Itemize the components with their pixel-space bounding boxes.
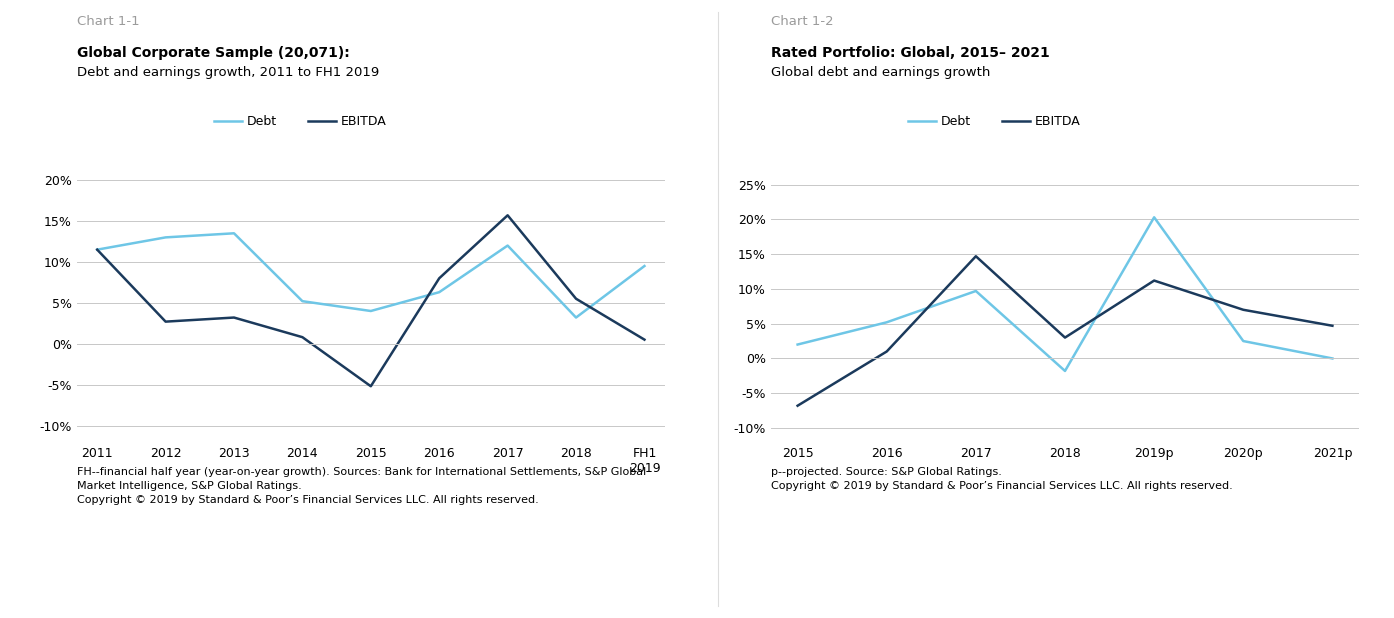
EBITDA bbox=[1057, 334, 1073, 341]
Debt bbox=[878, 319, 895, 326]
Line: Debt: Debt bbox=[797, 218, 1333, 371]
EBITDA bbox=[636, 336, 652, 344]
EBITDA bbox=[789, 402, 806, 409]
Legend: Debt, EBITDA: Debt, EBITDA bbox=[903, 110, 1086, 133]
Debt bbox=[226, 229, 243, 237]
Debt bbox=[499, 242, 516, 249]
Text: Debt and earnings growth, 2011 to FH1 2019: Debt and earnings growth, 2011 to FH1 20… bbox=[77, 66, 379, 79]
Debt bbox=[431, 289, 447, 296]
Text: Rated Portfolio: Global, 2015– 2021: Rated Portfolio: Global, 2015– 2021 bbox=[771, 46, 1050, 61]
Debt bbox=[294, 297, 311, 305]
EBITDA bbox=[431, 274, 447, 282]
Debt bbox=[636, 262, 652, 269]
Debt bbox=[967, 287, 984, 295]
Text: Chart 1-1: Chart 1-1 bbox=[77, 15, 139, 28]
EBITDA bbox=[362, 383, 379, 390]
EBITDA bbox=[878, 348, 895, 355]
Debt bbox=[362, 307, 379, 315]
Debt bbox=[158, 234, 174, 241]
EBITDA bbox=[567, 295, 584, 302]
Debt bbox=[1324, 355, 1341, 362]
Text: Chart 1-2: Chart 1-2 bbox=[771, 15, 834, 28]
EBITDA bbox=[1324, 322, 1341, 329]
Debt bbox=[789, 341, 806, 348]
Legend: Debt, EBITDA: Debt, EBITDA bbox=[209, 110, 392, 133]
Debt bbox=[89, 246, 106, 253]
EBITDA bbox=[499, 211, 516, 219]
Debt bbox=[1057, 367, 1073, 375]
Debt bbox=[567, 314, 584, 321]
EBITDA bbox=[226, 314, 243, 321]
Debt bbox=[1235, 337, 1252, 345]
EBITDA bbox=[158, 318, 174, 325]
Line: EBITDA: EBITDA bbox=[797, 256, 1333, 405]
Text: Global Corporate Sample (20,071):: Global Corporate Sample (20,071): bbox=[77, 46, 350, 61]
Line: Debt: Debt bbox=[98, 233, 644, 318]
Line: EBITDA: EBITDA bbox=[98, 215, 644, 386]
Debt bbox=[1146, 214, 1163, 221]
Text: p--projected. Source: S&P Global Ratings.
Copyright © 2019 by Standard & Poor’s : p--projected. Source: S&P Global Ratings… bbox=[771, 467, 1232, 491]
Text: Global debt and earnings growth: Global debt and earnings growth bbox=[771, 66, 990, 79]
EBITDA bbox=[1235, 306, 1252, 313]
EBITDA bbox=[89, 246, 106, 253]
Text: FH--financial half year (year-on-year growth). Sources: Bank for International S: FH--financial half year (year-on-year gr… bbox=[77, 467, 645, 504]
EBITDA bbox=[967, 253, 984, 260]
EBITDA bbox=[294, 334, 311, 341]
EBITDA bbox=[1146, 277, 1163, 284]
